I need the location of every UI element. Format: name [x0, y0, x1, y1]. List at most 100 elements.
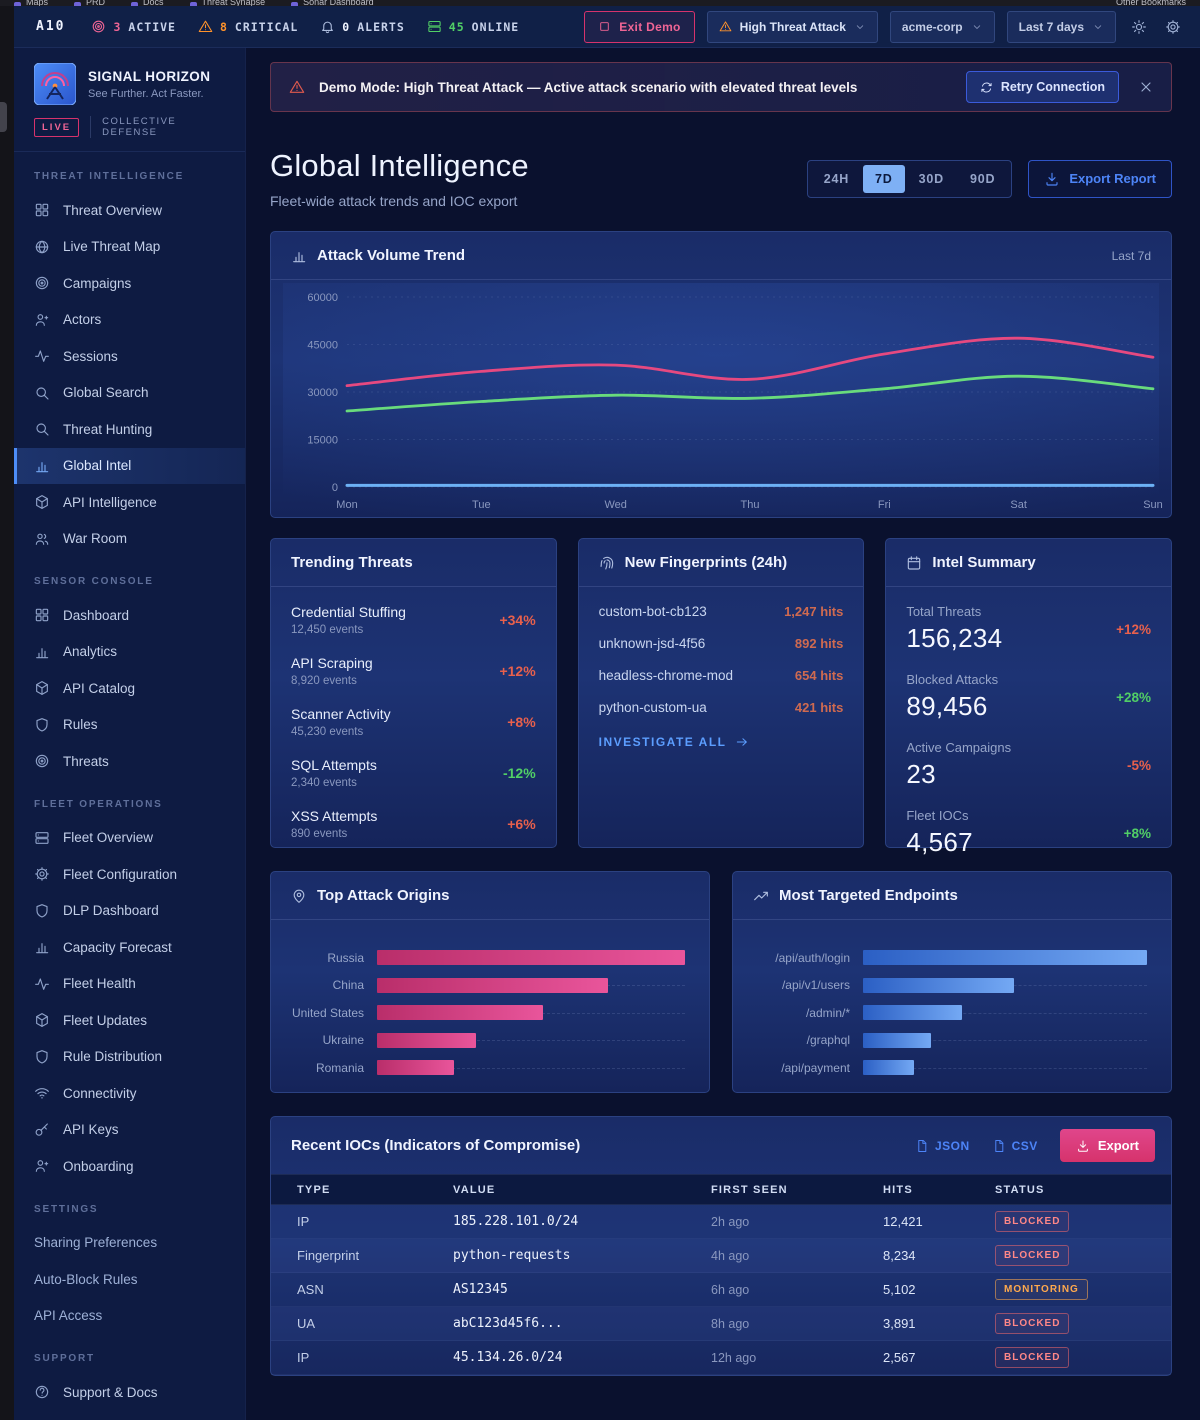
globe-icon	[34, 239, 50, 255]
status-active: 3 ACTIVE	[91, 19, 175, 34]
bookmark-item[interactable]: Threat Synapse	[189, 0, 265, 6]
sidebar-item-sessions[interactable]: Sessions	[14, 338, 245, 375]
sidebar-item-dlp-dashboard[interactable]: DLP Dashboard	[14, 893, 245, 930]
bar-row-graphql: /graphql	[743, 1027, 1147, 1055]
json-export-button[interactable]: JSON	[915, 1139, 970, 1153]
close-icon[interactable]	[1133, 74, 1159, 100]
grid-icon	[34, 202, 50, 218]
sidebar-item-sharing-preferences[interactable]: Sharing Preferences	[34, 1235, 158, 1251]
intel-summary-row: Blocked Attacks 89,456 +28%	[906, 672, 1151, 721]
sidebar-item-auto-block-rules[interactable]: Auto-Block Rules	[34, 1271, 138, 1287]
side-panel-handle[interactable]	[0, 102, 7, 132]
status-badge: BLOCKED	[995, 1211, 1070, 1232]
settings-gear-icon[interactable]	[1162, 17, 1184, 37]
table-row: UA abC123d45f6... 8h ago 3,891 BLOCKED	[271, 1307, 1171, 1341]
sidebar-item-war-room[interactable]: War Room	[14, 521, 245, 558]
trend-badge: -5%	[1126, 757, 1151, 773]
brand-logo: A10	[36, 19, 66, 34]
fingerprint-icon	[599, 555, 615, 571]
intel-summary-card: Intel Summary Total Threats 156,234 +12%…	[885, 538, 1172, 857]
sidebar-item-analytics[interactable]: Analytics	[14, 634, 245, 671]
live-badge: LIVE	[34, 117, 80, 137]
bookmark-item[interactable]: Docs	[131, 0, 164, 6]
new-fingerprints-card: New Fingerprints (24h) custom-bot-cb123 …	[577, 538, 865, 848]
cube-icon	[34, 494, 50, 510]
retry-connection-button[interactable]: Retry Connection	[965, 71, 1119, 103]
sidebar-item-api-catalog[interactable]: API Catalog	[14, 670, 245, 707]
export-report-button[interactable]: Export Report	[1028, 159, 1172, 198]
org-select[interactable]: acme-corp	[889, 10, 995, 43]
trending-threat-row: Scanner Activity 45,230 events +8%	[291, 706, 536, 738]
sidebar-item-global-intel[interactable]: Global Intel	[14, 447, 245, 484]
trend-badge: +28%	[1116, 689, 1151, 705]
shield-icon	[34, 1049, 50, 1065]
bookmark-item[interactable]: Maps	[14, 0, 48, 6]
sidebar-item-global-search[interactable]: Global Search	[14, 375, 245, 412]
table-row: Fingerprint python-requests 4h ago 8,234…	[271, 1239, 1171, 1273]
activity-icon	[34, 976, 50, 992]
svg-text:Thu: Thu	[741, 499, 760, 511]
svg-text:0: 0	[332, 482, 338, 494]
browser-bookmarks-bar: Maps PRD Docs Threat Synapse Sonar Dashboard…	[0, 0, 1200, 6]
nav-section-threat-intelligence: THREAT INTELLIGENCE	[34, 171, 185, 182]
origins-bar-chart: Russia China United States Ukraine Roman…	[271, 920, 709, 1082]
help-icon	[34, 1384, 50, 1400]
investigate-all-link[interactable]: INVESTIGATE ALL	[579, 723, 864, 761]
csv-export-button[interactable]: CSV	[992, 1139, 1038, 1153]
sidebar-item-fleet-overview[interactable]: Fleet Overview	[14, 820, 245, 857]
sidebar-item-fleet-configuration[interactable]: Fleet Configuration	[14, 856, 245, 893]
bar-fill	[863, 950, 1147, 966]
attack-volume-trend-card: Attack Volume Trend Last 7d 0 15000 30000 4…	[270, 231, 1172, 518]
sidebar-item-capacity-forecast[interactable]: Capacity Forecast	[14, 929, 245, 966]
sidebar-item-support-docs[interactable]: Support & Docs	[14, 1374, 245, 1411]
export-button[interactable]: Export	[1059, 1129, 1155, 1162]
sidebar-item-campaigns[interactable]: Campaigns	[14, 265, 245, 302]
range-button-7d[interactable]: 7D	[863, 164, 905, 193]
app-title: SIGNAL HORIZON	[88, 68, 211, 84]
square-icon	[598, 20, 611, 33]
sidebar-item-rules[interactable]: Rules	[14, 707, 245, 744]
sidebar-item-connectivity[interactable]: Connectivity	[14, 1075, 245, 1112]
sidebar-item-api-access[interactable]: API Access	[34, 1308, 103, 1324]
theme-sun-icon[interactable]	[1128, 17, 1150, 37]
sidebar-item-api-keys[interactable]: API Keys	[14, 1112, 245, 1149]
bar-row-ukraine: Ukraine	[281, 1027, 685, 1055]
status-online: 45 ONLINE	[427, 19, 519, 34]
trending-threat-row: Credential Stuffing 12,450 events +34%	[291, 604, 536, 636]
range-button-30d[interactable]: 30D	[907, 165, 956, 193]
activity-icon	[34, 348, 50, 364]
scenario-select[interactable]: High Threat Attack	[706, 10, 878, 43]
sidebar-item-api-intelligence[interactable]: API Intelligence	[14, 484, 245, 521]
trend-badge: +6%	[507, 816, 536, 832]
sidebar-item-live-threat-map[interactable]: Live Threat Map	[14, 229, 245, 266]
time-range-select[interactable]: Last 7 days	[1006, 10, 1116, 43]
chevron-down-icon	[1092, 21, 1104, 33]
bookmark-item[interactable]: PRD	[74, 0, 105, 6]
svg-text:60000: 60000	[307, 292, 338, 304]
range-button-24h[interactable]: 24H	[812, 165, 861, 193]
bookmark-other[interactable]: Other Bookmarks	[1115, 0, 1186, 6]
exit-demo-button[interactable]: Exit Demo	[584, 10, 695, 43]
bookmark-item[interactable]: Sonar Dashboard	[291, 0, 374, 6]
sidebar-item-onboarding[interactable]: Onboarding	[14, 1148, 245, 1185]
sidebar-item-actors[interactable]: Actors	[14, 302, 245, 339]
range-button-90d[interactable]: 90D	[958, 165, 1007, 193]
trend-badge: +34%	[499, 612, 536, 628]
status-critical: 8 CRITICAL	[198, 19, 298, 34]
bar-fill	[863, 977, 1014, 993]
trend-badge: +8%	[507, 714, 536, 730]
sidebar-item-threat-hunting[interactable]: Threat Hunting	[14, 411, 245, 448]
sidebar-item-threats[interactable]: Threats	[14, 743, 245, 780]
left-rail	[0, 6, 14, 1420]
sidebar-item-threat-overview[interactable]: Threat Overview	[14, 192, 245, 229]
sidebar-item-rule-distribution[interactable]: Rule Distribution	[14, 1039, 245, 1076]
sidebar-item-fleet-updates[interactable]: Fleet Updates	[14, 1002, 245, 1039]
sidebar-item-dashboard[interactable]: Dashboard	[14, 597, 245, 634]
bar-chart-icon	[34, 939, 50, 955]
chevron-down-icon	[854, 21, 866, 33]
svg-text:45000: 45000	[307, 340, 338, 352]
intel-summary-list: Total Threats 156,234 +12% Blocked Attac…	[886, 587, 1171, 865]
sidebar-item-fleet-health[interactable]: Fleet Health	[14, 966, 245, 1003]
nav-section-settings: SETTINGS	[34, 1203, 99, 1215]
shield-icon	[34, 903, 50, 919]
